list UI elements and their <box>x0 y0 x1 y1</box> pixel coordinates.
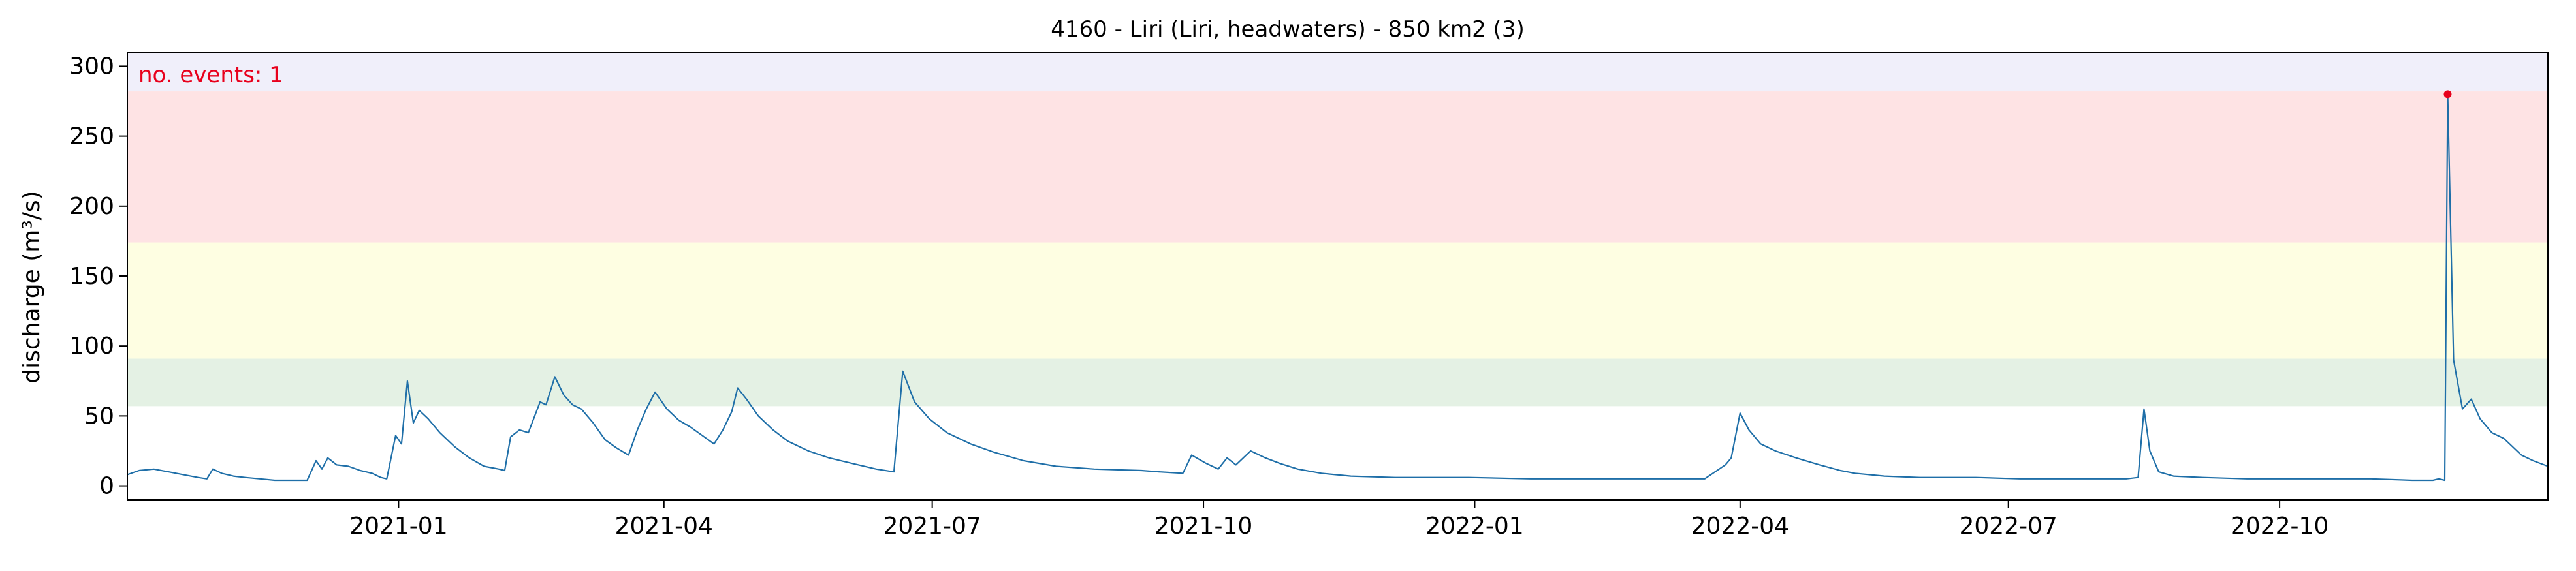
events-count-annotation: no. events: 1 <box>138 62 283 88</box>
y-tick-label: 150 <box>69 263 114 290</box>
y-axis-label: discharge (m³/s) <box>18 191 45 383</box>
chart-title: 4160 - Liri (Liri, headwaters) - 850 km2… <box>1051 16 1524 42</box>
series-line-1 <box>127 93 2549 482</box>
event-markers <box>2443 90 2452 99</box>
x-tick-label: 2021-10 <box>1154 513 1252 540</box>
event-point-1 <box>2443 90 2452 99</box>
x-tick-label: 2022-10 <box>2231 513 2329 540</box>
x-tick-label: 2022-07 <box>1960 513 2058 540</box>
threshold-bands <box>127 52 2548 407</box>
threshold-band-2 <box>127 242 2548 359</box>
x-tick-label: 2021-07 <box>883 513 981 540</box>
threshold-band-3 <box>127 91 2548 243</box>
x-tick-label: 2022-04 <box>1691 513 1789 540</box>
y-tick-label: 0 <box>99 473 114 500</box>
y-tick-label: 200 <box>69 193 114 220</box>
x-tick-label: 2021-01 <box>349 513 447 540</box>
series-group <box>127 93 2549 482</box>
threshold-band-1 <box>127 358 2548 407</box>
x-axis: 2021-01 2021-04 2021-07 2021-10 2022-01 2022-… <box>349 500 2329 540</box>
threshold-band-4 <box>127 52 2548 92</box>
y-tick-label: 300 <box>69 53 114 80</box>
y-axis: 0 50 100 150 200 250 300 <box>69 53 127 500</box>
y-tick-label: 50 <box>84 403 114 429</box>
y-tick-label: 250 <box>69 123 114 150</box>
y-tick-label: 100 <box>69 333 114 360</box>
x-tick-label: 2021-04 <box>615 513 713 540</box>
x-tick-label: 2022-01 <box>1425 513 1523 540</box>
